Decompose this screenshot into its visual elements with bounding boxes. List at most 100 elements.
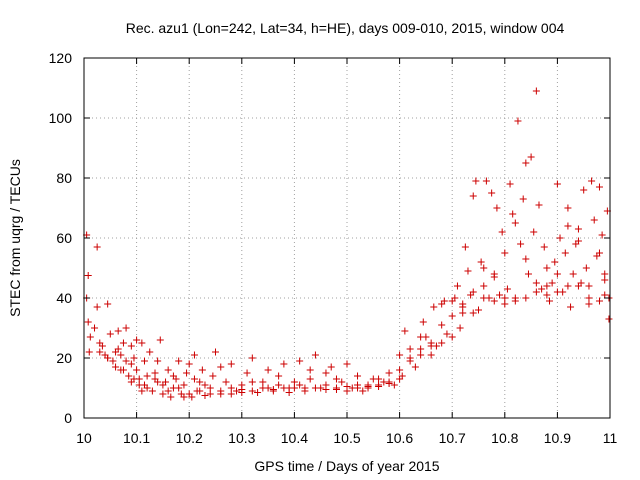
data-point <box>501 249 509 257</box>
data-point <box>185 360 193 368</box>
data-point <box>503 285 511 293</box>
data-point <box>290 384 298 392</box>
data-point <box>114 327 122 335</box>
data-point <box>106 330 114 338</box>
data-point <box>280 360 288 368</box>
data-point <box>506 180 514 188</box>
data-point <box>396 375 404 383</box>
data-point <box>185 390 193 398</box>
data-point <box>217 387 225 395</box>
y-tick-label: 80 <box>56 170 72 186</box>
data-point <box>280 384 288 392</box>
data-point <box>585 294 593 302</box>
data-point <box>482 177 490 185</box>
data-point <box>343 360 351 368</box>
data-point <box>190 351 198 359</box>
data-point <box>490 270 498 278</box>
data-point <box>130 354 138 362</box>
data-point <box>269 386 277 393</box>
data-point <box>580 186 588 194</box>
data-point <box>427 351 435 359</box>
data-point <box>605 315 613 323</box>
data-point <box>117 351 125 359</box>
data-point <box>475 306 482 314</box>
data-point <box>582 264 590 272</box>
x-tick-label: 10.9 <box>544 430 571 446</box>
data-point <box>461 243 469 251</box>
data-point <box>133 336 141 344</box>
data-point <box>127 360 135 368</box>
data-point <box>496 291 504 299</box>
data-point <box>480 282 488 290</box>
x-tick-label: 10 <box>76 430 92 446</box>
data-point <box>117 366 125 374</box>
data-point <box>396 366 404 374</box>
data-point <box>306 366 314 374</box>
data-point <box>322 386 330 393</box>
data-point <box>448 312 456 320</box>
data-point <box>375 375 383 383</box>
data-point <box>248 387 256 395</box>
data-point <box>411 363 419 371</box>
data-point <box>574 225 582 233</box>
data-point <box>332 375 340 383</box>
data-point <box>212 348 219 356</box>
data-point <box>564 204 572 212</box>
data-point <box>511 294 519 302</box>
data-point <box>290 378 298 386</box>
data-point <box>488 189 496 197</box>
data-point <box>91 324 99 332</box>
x-tick-label: 10.6 <box>386 430 413 446</box>
data-point <box>385 380 393 387</box>
data-point <box>472 177 480 185</box>
data-point <box>112 363 120 371</box>
data-point <box>569 270 577 278</box>
data-point <box>306 375 314 383</box>
data-point <box>311 384 319 392</box>
data-point <box>138 387 146 395</box>
data-point <box>86 333 94 341</box>
data-point <box>438 339 446 347</box>
data-point <box>427 342 435 350</box>
data-point <box>96 348 104 356</box>
data-point <box>227 390 235 398</box>
chart-title: Rec. azu1 (Lon=242, Lat=34, h=HE), days … <box>126 20 565 36</box>
data-point <box>522 159 530 167</box>
data-point <box>453 282 461 290</box>
data-point <box>561 249 569 257</box>
data-point <box>206 390 214 398</box>
data-point <box>85 348 93 356</box>
x-axis-label: GPS time / Days of year 2015 <box>254 458 439 474</box>
data-point <box>553 180 561 188</box>
data-point <box>354 372 362 380</box>
y-tick-label: 0 <box>64 410 72 426</box>
data-point <box>84 272 92 279</box>
data-point <box>343 383 351 390</box>
x-tick-label: 10.8 <box>491 430 518 446</box>
data-point <box>417 351 425 359</box>
data-point <box>196 387 204 395</box>
data-point <box>364 384 372 392</box>
data-point <box>390 381 398 389</box>
data-point <box>285 389 293 396</box>
data-point <box>164 366 172 374</box>
data-point <box>196 378 204 386</box>
data-point <box>469 288 477 296</box>
data-point <box>417 345 425 353</box>
data-point <box>438 300 446 308</box>
data-point <box>354 381 362 389</box>
data-point <box>338 378 346 386</box>
data-point <box>175 357 183 365</box>
data-point <box>519 195 527 203</box>
data-point <box>146 348 154 356</box>
y-tick-label: 100 <box>49 110 73 126</box>
data-point <box>190 375 198 383</box>
data-point <box>275 372 283 380</box>
data-point <box>138 339 146 347</box>
data-point <box>332 384 340 392</box>
data-point <box>254 389 262 396</box>
data-point <box>327 363 335 371</box>
data-point <box>93 303 101 311</box>
axis-ticks: 10 10.1 10.2 10.3 10.4 10.5 10.6 10.7 10.8 10.9 11… <box>49 50 618 446</box>
data-point <box>183 369 191 377</box>
